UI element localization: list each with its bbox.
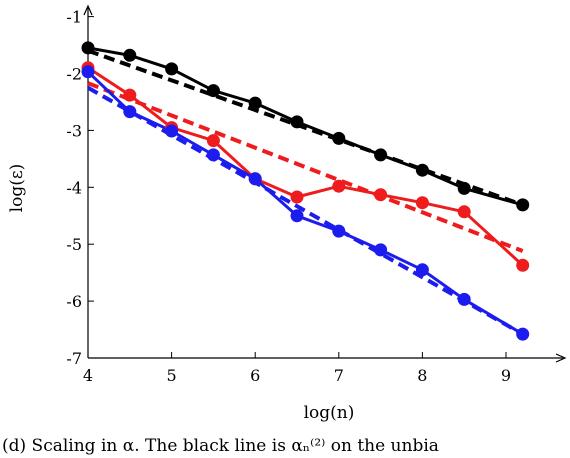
black-point [374,148,388,162]
x-tick-label: 8 [417,366,427,385]
black-point [206,84,220,98]
blue-point [123,105,137,119]
x-tick-label: 5 [167,366,177,385]
blue-point [165,124,179,138]
x-tick-label: 4 [83,366,93,385]
y-tick-label: -4 [66,178,82,197]
x-tick-label: 9 [501,366,511,385]
blue-point [332,224,346,238]
y-axis-arrow [83,4,93,16]
figure-caption: (d) Scaling in α. The black line is αₙ⁽²… [2,436,439,456]
y-tick-label: -3 [66,121,82,140]
blue-point [206,148,220,162]
blue-point [248,172,262,186]
red-point [516,258,530,272]
black-point [248,96,262,110]
blue-point [516,327,530,341]
red-dashed-fit-line [87,81,524,253]
red-point [332,179,346,193]
blue-point [457,292,471,306]
red-point [374,188,388,202]
red-point [457,205,471,219]
red-point [123,88,137,102]
black-point [165,62,179,76]
black-point [81,41,95,55]
black-point [457,181,471,195]
blue-point [374,243,388,257]
x-tick-label: 7 [334,366,344,385]
black-point [332,131,346,145]
black-point [516,198,530,212]
x-tick-label: 6 [250,366,260,385]
y-tick-label: -7 [66,349,82,368]
y-tick-label: -1 [66,8,82,27]
x-axis-arrow [555,353,567,363]
red-point [415,196,429,210]
blue-dashed-fit-line [87,85,524,336]
x-axis-label: log(n) [304,403,355,423]
black-point [123,48,137,62]
blue-point [415,263,429,277]
series-layer [81,41,530,341]
y-tick-label: -6 [66,292,82,311]
blue-point [81,65,95,79]
black-point [290,115,304,129]
ticks: 4 5 6 7 8 9 -7 -6 -5 -4 -3 -2 -1 [66,8,511,385]
blue-series-line [86,70,524,336]
chart: 4 5 6 7 8 9 -7 -6 -5 -4 -3 -2 -1 log(n) log(ε) [7,4,567,423]
black-dashed-fit-line [87,48,524,207]
black-point [415,163,429,177]
red-point [290,190,304,204]
y-tick-label: -2 [66,65,82,84]
y-tick-label: -5 [66,235,82,254]
axes [83,4,567,363]
red-series-line [87,66,524,267]
y-axis-label: log(ε) [7,164,27,213]
red-point [206,134,220,148]
blue-point [290,209,304,223]
